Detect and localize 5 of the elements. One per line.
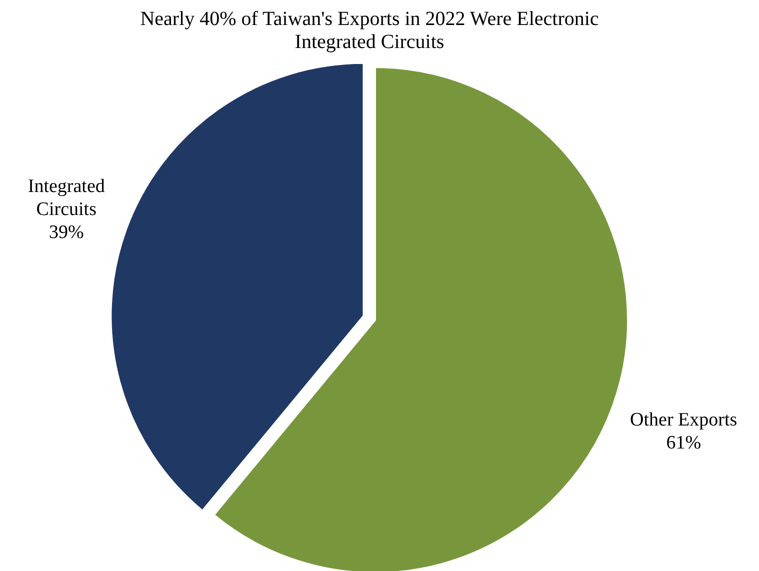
data-label: 39% [48,222,84,243]
slice-label: Other Exports [630,410,738,431]
data-label: 61% [666,432,702,454]
chart-title: Nearly 40% of Taiwan's Exports in 2022 Were Electronic Integrated Circuits [140,8,599,53]
slice-label: Integrated Circuits [28,176,106,220]
